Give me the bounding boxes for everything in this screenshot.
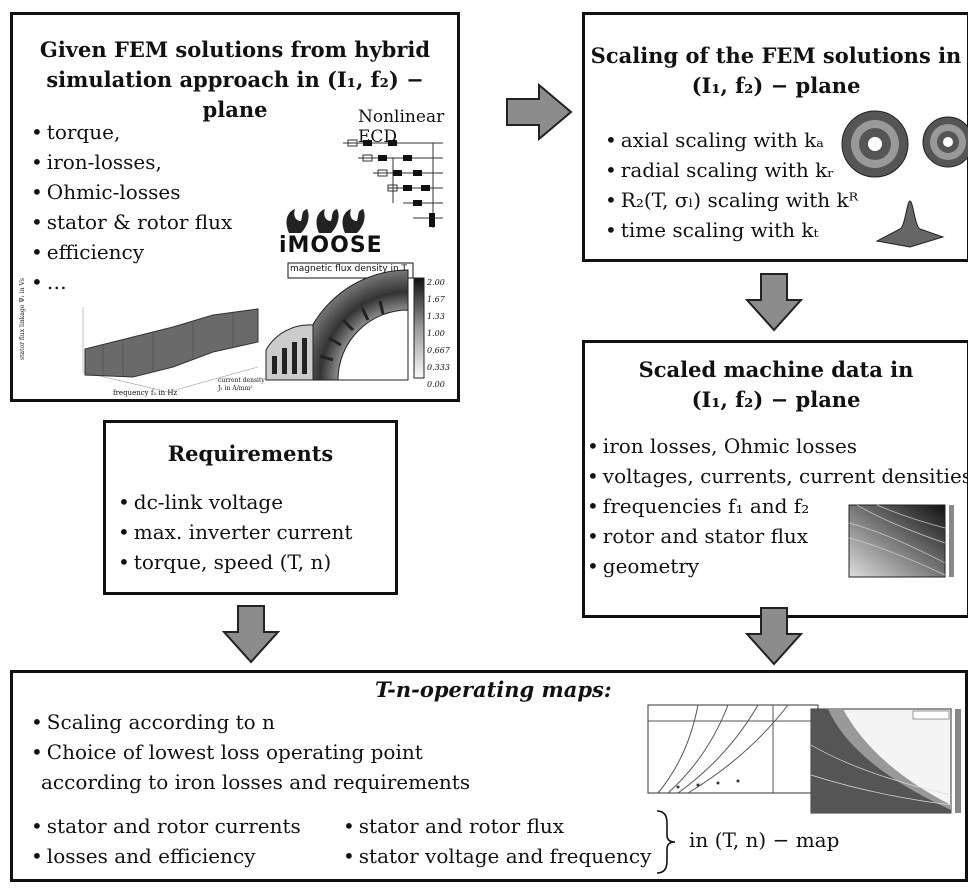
colorbar-tick: 0.333: [427, 363, 450, 372]
arrow-right-icon: [506, 83, 573, 141]
fem-box-title-line1: Given FEM solutions from hybrid: [39, 37, 431, 62]
surface-ylabel: current density J₁ in A/mm²: [218, 377, 265, 392]
scaled-box-title-line1: Scaled machine data in: [638, 357, 914, 382]
list-item: stator and rotor currents: [31, 811, 301, 841]
fem-box-list: torque, iron-losses, Ohmic-losses stator…: [31, 117, 232, 297]
surface-xlabel: frequency f₂ in Hz: [113, 389, 178, 397]
scaling-box-list: axial scaling with kₐ radial scaling wit…: [605, 125, 858, 245]
colorbar-title: magnetic flux density in T: [290, 264, 408, 274]
scaled-box-title-line2: (I₁, f₂) − plane: [691, 387, 861, 412]
colorbar-tick: 0.00: [427, 380, 445, 389]
contour-map-thumbnail: [848, 504, 954, 578]
rotor-ring-large: [841, 110, 909, 178]
loss-map-thumbnail: [810, 708, 961, 814]
surface-zlabel: stator flux linkage Ψ₁ in Vs: [19, 278, 26, 360]
flux-density-plot: [265, 262, 425, 381]
list-item: geometry: [587, 551, 968, 581]
scaling-box-title-line1: Scaling of the FEM solutions in: [590, 43, 962, 68]
list-item: R₂(T, σₗ) scaling with kᴿ: [605, 185, 858, 215]
list-item: stator voltage and frequency: [343, 841, 652, 871]
imoose-logo-text: iMOOSE: [279, 233, 383, 258]
maps-col2: stator and rotor flux stator voltage and…: [343, 811, 652, 871]
fem-solutions-box: Given FEM solutions from hybrid simulati…: [10, 12, 460, 402]
list-item: rotor and stator flux: [587, 521, 968, 551]
list-item: iron-losses,: [31, 147, 232, 177]
requirements-list: dc-link voltage max. inverter current to…: [118, 487, 353, 577]
list-item: iron losses, Ohmic losses: [587, 431, 968, 461]
maps-title: T-n-operating maps:: [375, 677, 612, 702]
list-item: stator and rotor flux: [343, 811, 651, 841]
arrow-down-icon: [745, 607, 803, 666]
scaled-data-box: Scaled machine data in (I₁, f₂) − plane …: [582, 340, 968, 618]
list-item: dc-link voltage: [118, 487, 352, 517]
scaling-box-title: Scaling of the FEM solutions in (I₁, f₂)…: [585, 41, 967, 101]
colorbar-tick: 1.00: [427, 329, 445, 338]
scaled-box-title: Scaled machine data in (I₁, f₂) − plane: [585, 355, 967, 415]
list-item: max. inverter current: [118, 517, 353, 547]
list-item: axial scaling with kₐ: [605, 125, 858, 155]
ecd-circuit-figure: [343, 139, 443, 228]
operating-maps-box: T-n-operating maps: Scaling according to…: [10, 670, 968, 882]
fem-box-title-line2: simulation approach in (I₁, f₂) − plane: [46, 67, 424, 122]
list-item: time scaling with kₜ: [605, 215, 858, 245]
efficiency-map-thumbnail: [647, 704, 819, 794]
maps-item-continuation: according to iron losses and requirement…: [41, 770, 471, 794]
rotor-ring-small: [922, 116, 968, 168]
colorbar-tick: 2.00: [427, 278, 445, 287]
right-brace-icon: [656, 810, 676, 874]
requirements-title: Requirements: [167, 441, 334, 466]
requirements-box: Requirements dc-link voltage max. invert…: [103, 420, 398, 595]
list-item: Ohmic-losses: [31, 177, 232, 207]
list-item: frequencies f₁ and f₂: [587, 491, 968, 521]
fem-box-title: Given FEM solutions from hybrid simulati…: [13, 35, 457, 125]
arrow-down-icon: [745, 273, 803, 332]
list-item: torque,: [31, 117, 232, 147]
scaled-box-list: iron losses, Ohmic losses voltages, curr…: [587, 431, 968, 581]
surface-plot: [82, 307, 259, 393]
imoose-logo: [286, 209, 365, 233]
gaussian-surface-icon: [875, 200, 945, 248]
list-item: efficiency: [31, 237, 232, 267]
arrow-down-icon: [222, 605, 280, 664]
list-item: torque, speed (T, n): [118, 547, 352, 577]
colorbar-tick: 1.67: [427, 295, 445, 304]
colorbar-ticks: 2.00 1.67 1.33 1.00 0.667 0.333 0.00: [427, 274, 450, 393]
list-item: Scaling according to n: [31, 707, 423, 737]
list-item: Choice of lowest loss operating point: [31, 737, 423, 767]
maps-list: Scaling according to n Choice of lowest …: [31, 707, 423, 767]
scaling-box-title-line2: (I₁, f₂) − plane: [691, 73, 861, 98]
list-item: …: [31, 267, 232, 297]
list-item: radial scaling with kᵣ: [605, 155, 858, 185]
maps-col1: stator and rotor currents losses and eff…: [31, 811, 301, 871]
list-item: voltages, currents, current densities: [587, 461, 968, 491]
colorbar-tick: 1.33: [427, 312, 445, 321]
colorbar-tick: 0.667: [427, 346, 450, 355]
list-item: stator & rotor flux: [31, 207, 232, 237]
scaling-box: Scaling of the FEM solutions in (I₁, f₂)…: [582, 12, 968, 262]
brace-label: in (T, n) − map: [689, 828, 840, 852]
list-item: losses and efficiency: [31, 841, 301, 871]
